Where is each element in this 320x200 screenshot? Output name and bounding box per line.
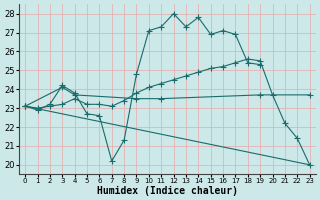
X-axis label: Humidex (Indice chaleur): Humidex (Indice chaleur): [97, 186, 238, 196]
